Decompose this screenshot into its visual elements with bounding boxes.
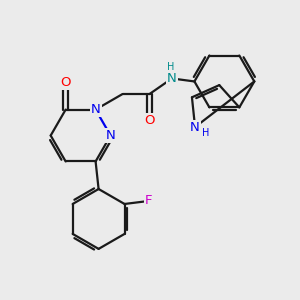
Text: N: N [167,72,177,85]
Text: N: N [190,121,200,134]
Text: O: O [144,115,155,128]
Text: O: O [60,76,71,88]
Text: N: N [91,103,100,116]
Text: H: H [167,62,175,72]
Text: F: F [145,194,152,208]
Text: N: N [106,129,116,142]
Text: H: H [202,128,209,138]
